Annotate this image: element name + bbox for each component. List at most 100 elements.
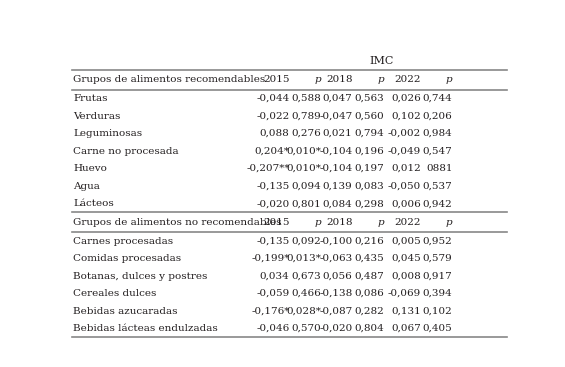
Text: 0,789: 0,789	[292, 112, 321, 121]
Text: 0,547: 0,547	[423, 147, 453, 156]
Text: 0,276: 0,276	[292, 129, 321, 138]
Text: 0,435: 0,435	[354, 254, 384, 263]
Text: -0,022: -0,022	[257, 112, 289, 121]
Text: 0,047: 0,047	[323, 94, 353, 103]
Text: 0,216: 0,216	[354, 236, 384, 246]
Text: 0,570: 0,570	[292, 324, 321, 333]
Text: 0,588: 0,588	[292, 94, 321, 103]
Text: 0,298: 0,298	[354, 199, 384, 208]
Text: 0,006: 0,006	[391, 199, 421, 208]
Text: -0,176*: -0,176*	[251, 306, 289, 316]
Text: -0,002: -0,002	[388, 129, 421, 138]
Text: Carnes procesadas: Carnes procesadas	[73, 236, 173, 246]
Text: 0,560: 0,560	[354, 112, 384, 121]
Text: -0,059: -0,059	[257, 289, 289, 298]
Text: 0,197: 0,197	[354, 164, 384, 173]
Text: 0,984: 0,984	[423, 129, 453, 138]
Text: -0,104: -0,104	[319, 147, 353, 156]
Text: 0,084: 0,084	[323, 199, 353, 208]
Text: -0,050: -0,050	[388, 182, 421, 191]
Text: p: p	[315, 76, 321, 84]
Text: -0,087: -0,087	[319, 306, 353, 316]
Text: -0,135: -0,135	[257, 236, 289, 246]
Text: 0,045: 0,045	[391, 254, 421, 263]
Text: 0,801: 0,801	[292, 199, 321, 208]
Text: Grupos de alimentos recomendables: Grupos de alimentos recomendables	[73, 76, 266, 84]
Text: 0881: 0881	[426, 164, 453, 173]
Text: -0,020: -0,020	[319, 324, 353, 333]
Text: -0,049: -0,049	[388, 147, 421, 156]
Text: -0,046: -0,046	[257, 324, 289, 333]
Text: 0,794: 0,794	[354, 129, 384, 138]
Text: 0,008: 0,008	[391, 272, 421, 280]
Text: -0,135: -0,135	[257, 182, 289, 191]
Text: 2018: 2018	[326, 218, 353, 227]
Text: 0,282: 0,282	[354, 306, 384, 316]
Text: 0,206: 0,206	[423, 112, 453, 121]
Text: Grupos de alimentos no recomendables: Grupos de alimentos no recomendables	[73, 218, 282, 227]
Text: Verduras: Verduras	[73, 112, 120, 121]
Text: 0,942: 0,942	[423, 199, 453, 208]
Text: 0,537: 0,537	[423, 182, 453, 191]
Text: Cereales dulces: Cereales dulces	[73, 289, 157, 298]
Text: 0,196: 0,196	[354, 147, 384, 156]
Text: 0,021: 0,021	[323, 129, 353, 138]
Text: p: p	[446, 76, 453, 84]
Text: IMC: IMC	[370, 56, 394, 66]
Text: Comidas procesadas: Comidas procesadas	[73, 254, 181, 263]
Text: 0,010*: 0,010*	[286, 147, 321, 156]
Text: 0,102: 0,102	[391, 112, 421, 121]
Text: 0,034: 0,034	[260, 272, 289, 280]
Text: 0,579: 0,579	[423, 254, 453, 263]
Text: 0,952: 0,952	[423, 236, 453, 246]
Text: Agua: Agua	[73, 182, 100, 191]
Text: 0,067: 0,067	[391, 324, 421, 333]
Text: 0,204*: 0,204*	[255, 147, 289, 156]
Text: 0,092: 0,092	[292, 236, 321, 246]
Text: -0,207**: -0,207**	[246, 164, 289, 173]
Text: p: p	[446, 218, 453, 227]
Text: 2018: 2018	[326, 76, 353, 84]
Text: Huevo: Huevo	[73, 164, 107, 173]
Text: p: p	[377, 76, 384, 84]
Text: -0,047: -0,047	[319, 112, 353, 121]
Text: Bebidas lácteas endulzadas: Bebidas lácteas endulzadas	[73, 324, 218, 333]
Text: -0,104: -0,104	[319, 164, 353, 173]
Text: 2022: 2022	[394, 218, 421, 227]
Text: 0,405: 0,405	[423, 324, 453, 333]
Text: 0,744: 0,744	[423, 94, 453, 103]
Text: Botanas, dulces y postres: Botanas, dulces y postres	[73, 272, 207, 280]
Text: Bebidas azucaradas: Bebidas azucaradas	[73, 306, 178, 316]
Text: p: p	[315, 218, 321, 227]
Text: 0,466: 0,466	[292, 289, 321, 298]
Text: 0,026: 0,026	[391, 94, 421, 103]
Text: 0,139: 0,139	[323, 182, 353, 191]
Text: 0,088: 0,088	[260, 129, 289, 138]
Text: 0,917: 0,917	[423, 272, 453, 280]
Text: 0,005: 0,005	[391, 236, 421, 246]
Text: 0,056: 0,056	[323, 272, 353, 280]
Text: 0,487: 0,487	[354, 272, 384, 280]
Text: 0,394: 0,394	[423, 289, 453, 298]
Text: 2015: 2015	[263, 76, 289, 84]
Text: p: p	[377, 218, 384, 227]
Text: -0,063: -0,063	[319, 254, 353, 263]
Text: 0,083: 0,083	[354, 182, 384, 191]
Text: 0,013*: 0,013*	[286, 254, 321, 263]
Text: Lácteos: Lácteos	[73, 199, 114, 208]
Text: 0,804: 0,804	[354, 324, 384, 333]
Text: Frutas: Frutas	[73, 94, 108, 103]
Text: 0,094: 0,094	[292, 182, 321, 191]
Text: -0,138: -0,138	[319, 289, 353, 298]
Text: -0,199*: -0,199*	[251, 254, 289, 263]
Text: 0,012: 0,012	[391, 164, 421, 173]
Text: Carne no procesada: Carne no procesada	[73, 147, 179, 156]
Text: 2015: 2015	[263, 218, 289, 227]
Text: 0,563: 0,563	[354, 94, 384, 103]
Text: -0,020: -0,020	[257, 199, 289, 208]
Text: -0,044: -0,044	[257, 94, 289, 103]
Text: 0,010*: 0,010*	[286, 164, 321, 173]
Text: 0,102: 0,102	[423, 306, 453, 316]
Text: 2022: 2022	[394, 76, 421, 84]
Text: -0,069: -0,069	[388, 289, 421, 298]
